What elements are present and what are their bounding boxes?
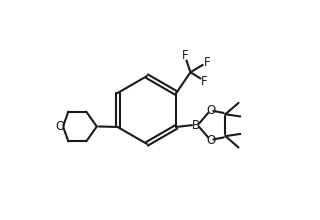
Text: F: F <box>204 56 210 69</box>
Text: O: O <box>55 120 65 133</box>
Text: F: F <box>182 50 188 62</box>
Text: O: O <box>206 134 215 147</box>
Text: O: O <box>206 104 215 117</box>
Text: F: F <box>201 75 208 88</box>
Text: B: B <box>192 119 200 132</box>
